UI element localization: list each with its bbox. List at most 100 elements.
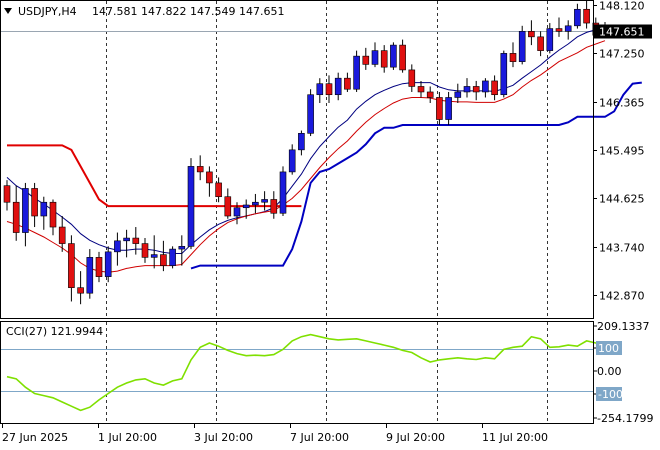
trailing-stop-up-line [190, 81, 642, 270]
candle-body [95, 257, 103, 277]
candle-body [169, 248, 176, 266]
bear-candle [325, 75, 333, 103]
ohlc-values: 147.581 147.822 147.549 147.651 [92, 5, 284, 18]
candle-body [206, 171, 213, 184]
candle-body [141, 243, 149, 258]
symbol-label: USDJPY,H4 [18, 5, 77, 18]
candle-body [104, 251, 112, 277]
bear-candle [49, 199, 57, 236]
bull-candle [445, 91, 452, 126]
bear-candle [132, 227, 140, 255]
cci-subwindow[interactable] [1, 322, 606, 423]
candle-body [482, 80, 489, 93]
candle-body [261, 199, 268, 203]
bear-candle [555, 17, 563, 37]
bear-candle [509, 42, 517, 68]
price-tick-label: 145.495 [599, 145, 645, 158]
main-chart[interactable] [1, 0, 642, 318]
candle-body [58, 226, 66, 244]
candle-body [288, 149, 296, 173]
cci-level-tag [596, 341, 622, 355]
bull-candle [123, 229, 130, 258]
price-tick-label: 142.870 [599, 290, 645, 303]
bear-candle [583, 0, 590, 29]
bull-candle [114, 232, 121, 266]
cci-tick-label: -254.1799 [597, 412, 653, 425]
candle-body [233, 207, 241, 217]
candle-body [454, 91, 462, 98]
candle-body [546, 28, 554, 51]
cci-tick-label: 100 [598, 342, 619, 355]
bull-candle [574, 3, 581, 29]
price-tick-label: 146.365 [599, 97, 645, 110]
candle-body [344, 77, 351, 90]
price-tick-label: 144.625 [599, 193, 645, 206]
candle-body [353, 55, 360, 90]
bull-candle [463, 78, 471, 98]
candle-body [399, 44, 406, 71]
cci-tick-label: 0.00 [597, 365, 622, 378]
price-tick-label: 147.250 [599, 48, 645, 61]
candle-body [3, 185, 11, 203]
candle-body [252, 201, 259, 206]
bull-candle [371, 42, 379, 68]
price-tick-label: 143.740 [599, 242, 645, 255]
price-axis: 148.120 147.250 146.365 145.495 144.625 143.7… [593, 0, 653, 425]
triangle-down-icon [4, 8, 12, 14]
candle-body [242, 204, 250, 209]
candle-body [298, 133, 305, 151]
cci-line [6, 333, 606, 412]
candle-body [68, 243, 75, 288]
cci-frame [0, 321, 594, 424]
bear-candle [77, 271, 84, 305]
candle-body [463, 86, 471, 93]
bull-candle [233, 202, 241, 225]
bull-candle [22, 182, 29, 247]
chart-header: USDJPY,H4 147.581 147.822 147.549 147.65… [4, 5, 284, 18]
bear-candle [270, 191, 278, 219]
bull-candle [316, 78, 324, 103]
time-tick-label: 27 Jun 2025 [2, 431, 68, 444]
bear-candle [95, 251, 103, 283]
bear-candle [58, 216, 66, 252]
bear-candle [31, 182, 38, 228]
bear-candle [399, 39, 406, 73]
candle-body [518, 31, 526, 62]
bear-candle [160, 240, 167, 272]
bull-candle [242, 199, 250, 219]
bear-candle [206, 166, 213, 197]
time-tick-label: 1 Jul 20:00 [98, 431, 157, 444]
bull-candle [500, 50, 508, 98]
bull-candle [252, 193, 259, 214]
candle-body [528, 31, 535, 38]
price-tick-label: 148.120 [599, 0, 645, 13]
candle-body [187, 166, 195, 247]
candle-body [426, 91, 434, 98]
ema-slow-line [6, 40, 606, 273]
bull-candle [150, 235, 158, 269]
bull-candle [390, 42, 397, 70]
bear-candle [528, 20, 535, 46]
bull-candle [279, 166, 287, 217]
cci-level-tag [596, 387, 622, 401]
candle-body [417, 86, 425, 93]
bull-candle [187, 158, 195, 250]
bull-candle [104, 246, 112, 283]
price-tag-box [594, 24, 652, 39]
bear-candle [436, 91, 443, 126]
bull-candle [546, 23, 554, 54]
time-axis: 27 Jun 2025 1 Jul 20:00 3 Jul 20:00 7 Jul 2… [2, 424, 548, 444]
candle-body [279, 171, 287, 214]
candle-body [325, 83, 333, 96]
cci-tick-label: 209.1337 [597, 320, 650, 333]
candle-body [86, 257, 94, 294]
bear-candle [491, 75, 498, 101]
bear-candle [408, 64, 416, 92]
bear-candle [141, 238, 149, 263]
bull-candle [454, 83, 462, 103]
bull-candle [518, 25, 526, 65]
time-tick-label: 9 Jul 20:00 [386, 431, 445, 444]
bear-candle [215, 177, 222, 203]
